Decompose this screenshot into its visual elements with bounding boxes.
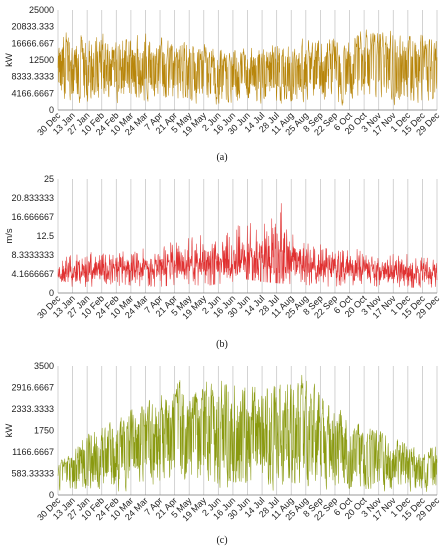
panel-caption: (a): [216, 152, 227, 163]
y-axis-label: kW: [4, 424, 15, 438]
y-tick-label: 8333.3333: [11, 72, 54, 82]
y-tick-label: 0: [49, 105, 54, 115]
y-tick-label: 1750: [34, 426, 54, 436]
panel-caption: (b): [216, 339, 228, 350]
y-tick-label: 4.1666667: [11, 269, 54, 279]
y-tick-label: 4166.6667: [11, 88, 54, 98]
series-line: [57, 29, 438, 106]
chart-panel-2: 0 4.1666667 8.3333333 12.5 16.666667 20.83333…: [4, 174, 442, 350]
y-tick-label: 25: [44, 174, 54, 184]
series-line: [57, 374, 438, 492]
y-tick-label: 3500: [34, 361, 54, 371]
y-tick-label: 8.3333333: [11, 250, 54, 260]
chart-panel-3: 0 583.33333 1166.6667 1750 2333.3333 2916.666…: [4, 361, 442, 546]
y-tick-label: 12.5: [36, 231, 54, 241]
y-tick-label: 583.33333: [11, 469, 54, 479]
y-axis-label: m/s: [4, 228, 15, 244]
y-tick-label: 2916.6667: [11, 383, 54, 393]
y-tick-label: 2333.3333: [11, 404, 54, 414]
y-tick-label: 20833.333: [11, 22, 54, 32]
y-tick-label: 16.666667: [11, 212, 54, 222]
y-tick-label: 0: [49, 490, 54, 500]
y-axis-label: kW: [4, 53, 15, 67]
y-tick-label: 12500: [29, 55, 54, 65]
chart-panel-1: 0 4166.6667 8333.3333 12500 16666.667 20833.3…: [4, 5, 442, 163]
y-tick-label: 20.833333: [11, 193, 54, 203]
panel-caption: (c): [216, 535, 227, 546]
series-line: [57, 203, 438, 288]
y-tick-label: 0: [49, 288, 54, 298]
y-tick-label: 25000: [29, 5, 54, 15]
y-tick-label: 1166.6667: [12, 447, 54, 457]
y-tick-label: 16666.667: [11, 38, 54, 48]
